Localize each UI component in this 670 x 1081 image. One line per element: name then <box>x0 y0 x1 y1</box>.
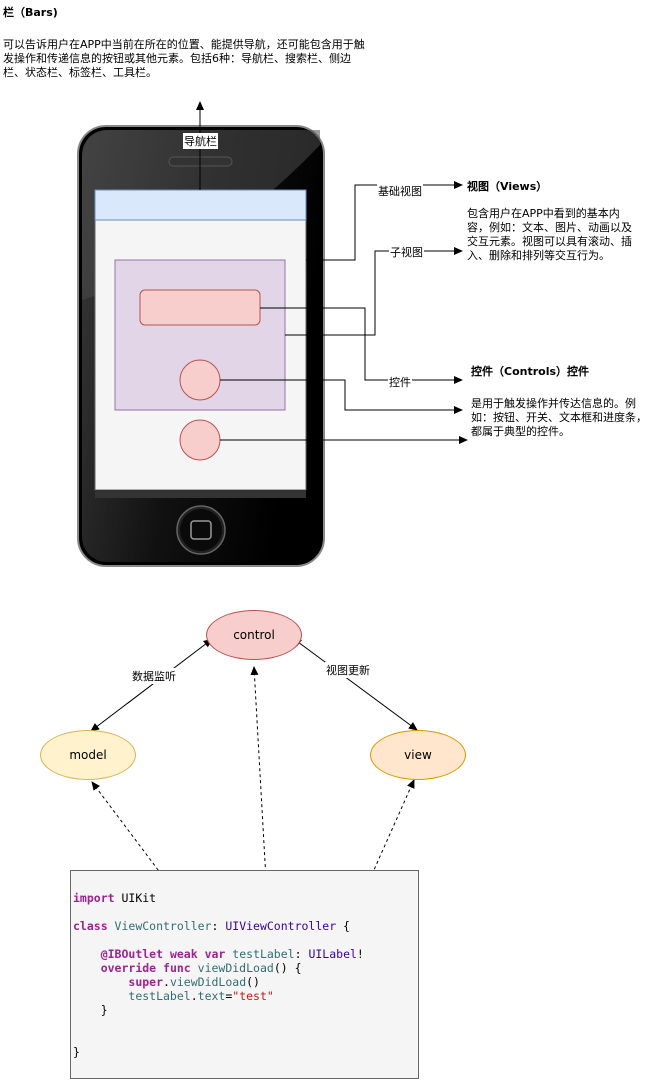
views-title: 视图（Views） <box>467 180 548 193</box>
code-token: } <box>73 1045 80 1059</box>
code-token: } <box>100 1003 108 1017</box>
code-token: viewDidLoad <box>190 961 274 975</box>
code-block: import UIKit class ViewController: UIVie… <box>70 870 419 1079</box>
code-token: super <box>128 975 164 989</box>
sub-view-label: 子视图 <box>389 244 424 260</box>
views-description-line: 容，例如：文本、图片、动画以及 <box>467 221 632 234</box>
navbar-box <box>94 189 307 221</box>
code-token: = <box>225 989 233 1003</box>
bars-description: 可以告诉用户在APP中当前在所在的位置、能提供导航，还可能包含用于触 发操作和传… <box>3 38 423 80</box>
control-node-label: control <box>233 628 275 642</box>
code-token: text <box>197 989 226 1003</box>
view-node-label: view <box>404 748 432 762</box>
code-token: weak <box>163 947 198 961</box>
code-token: func <box>156 961 191 975</box>
data-listen-label: 数据监听 <box>131 668 177 684</box>
control-connector-1 <box>260 307 463 384</box>
views-description: 包含用户在APP中看到的基本内 容，例如：文本、图片、动画以及 交互元素。视图可… <box>467 207 667 263</box>
code-token: @IBOutlet <box>100 947 164 961</box>
controls-title: 控件（Controls）控件 <box>471 365 590 378</box>
code-view-arrow <box>344 779 415 936</box>
code-token: ! <box>356 947 364 961</box>
code-token: ViewController <box>107 919 212 933</box>
code-token: import <box>73 891 115 905</box>
code-token: . <box>190 989 198 1003</box>
code-token: var <box>197 947 226 961</box>
base-view-label: 基础视图 <box>377 183 423 199</box>
code-token: { <box>336 919 350 933</box>
code-token: : <box>211 919 226 933</box>
control-label: 控件 <box>388 374 412 390</box>
code-text: import UIKit class ViewController: UIVie… <box>73 891 364 1059</box>
control-model-arrow <box>90 638 213 732</box>
code-token: testLabel <box>128 989 191 1003</box>
controls-description-line: 如：按钮、开关、文本框和进度条， <box>471 411 647 424</box>
code-token: . <box>163 975 170 989</box>
views-description-line: 包含用户在APP中看到的基本内 <box>467 207 620 220</box>
controls-description: 是用于触发操作并传达信息的。例 如：按钮、开关、文本框和进度条， 都属于典型的控… <box>471 397 669 439</box>
control-button-box <box>139 289 261 326</box>
bars-description-line: 发操作和传递信息的按钮或其他元素。包括6种：导航栏、搜索栏、侧边 <box>3 52 351 65</box>
code-token: viewDidLoad <box>169 975 247 989</box>
view-node: view <box>370 730 466 780</box>
code-token: override <box>100 961 157 975</box>
code-token: : <box>294 947 309 961</box>
control-circle-2 <box>179 419 221 461</box>
bars-title: 栏（Bars) <box>3 6 58 19</box>
control-circle-1 <box>179 359 221 401</box>
code-token: () { <box>273 961 302 975</box>
controls-description-line: 是用于触发操作并传达信息的。例 <box>471 397 636 410</box>
control-view-arrow <box>292 637 418 731</box>
bars-description-line: 可以告诉用户在APP中当前在所在的位置、能提供导航，还可能包含用于触 <box>3 38 365 51</box>
model-node-label: model <box>69 748 107 762</box>
home-button-icon <box>176 505 226 555</box>
code-token: UILabel <box>308 947 357 961</box>
model-node: model <box>40 730 136 780</box>
bars-description-line: 栏、状态栏、标签栏、工具栏。 <box>3 66 157 79</box>
views-description-line: 入、删除和排列等交互行为。 <box>467 249 610 262</box>
code-token: UIKit <box>114 891 157 905</box>
code-control-arrow <box>250 666 269 916</box>
code-token: UIViewController <box>225 919 337 933</box>
code-token: () <box>246 975 260 989</box>
code-token: "test" <box>232 989 274 1003</box>
controls-description-line: 都属于典型的控件。 <box>471 425 570 438</box>
code-token: class <box>73 919 108 933</box>
control-node: control <box>206 610 302 660</box>
control-connector-2 <box>220 379 463 414</box>
code-token: testLabel <box>225 947 295 961</box>
navbar-label: 导航栏 <box>183 133 218 149</box>
phone-screen-bottom <box>95 490 306 498</box>
view-update-label: 视图更新 <box>325 662 371 678</box>
views-description-line: 交互元素。视图可以具有滚动、插 <box>467 235 632 248</box>
